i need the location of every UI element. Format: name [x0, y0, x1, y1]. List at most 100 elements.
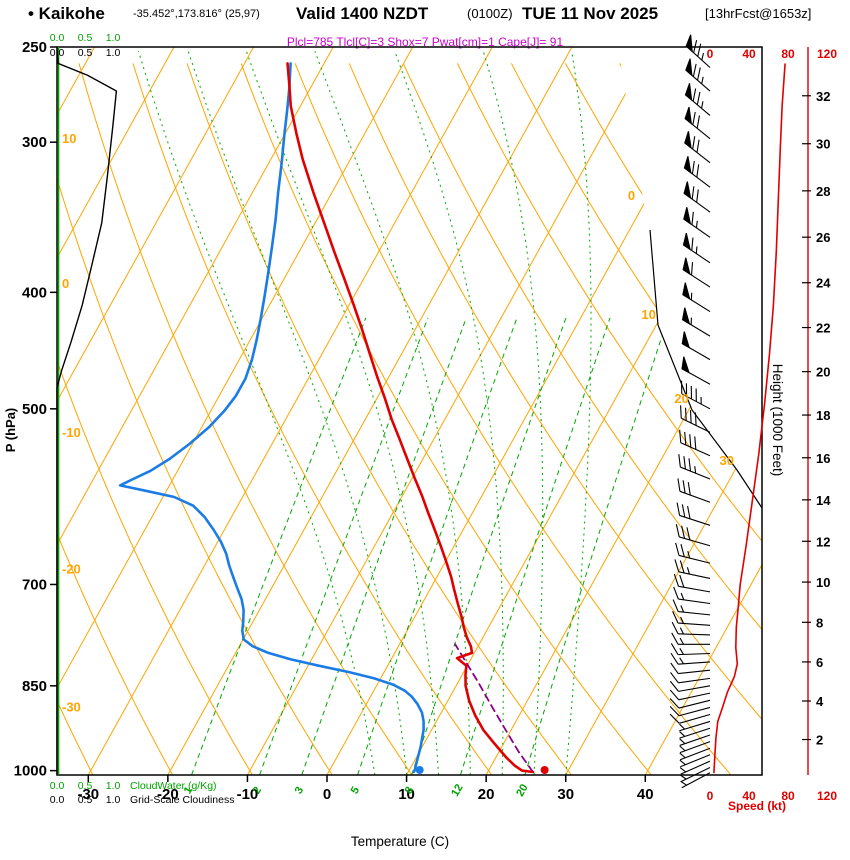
dry-adiabat-line: [132, 63, 493, 775]
adiabat-label-left: -30: [62, 700, 81, 715]
pressure-tick-label: 250: [22, 39, 47, 56]
mixing-ratio-line: [357, 317, 518, 775]
wind-barb-feather: [679, 574, 685, 588]
wind-barb-feather: [692, 111, 696, 125]
grid-boundary-line: [649, 229, 763, 509]
wind-barb-flag: [684, 131, 692, 150]
wind-barb-staff: [678, 669, 711, 675]
adiabat-label-left: 0: [62, 276, 69, 291]
mixing-ratio-label: 8: [403, 785, 416, 796]
wind-barb-feather: [670, 662, 679, 674]
valid-date-label: TUE 11 Nov 2025: [522, 4, 658, 23]
wind-barb-feather: [696, 189, 699, 203]
temperature-tick-label: 10: [398, 786, 415, 803]
wind-barb-feather: [676, 502, 681, 516]
moist-adiabat-line: [138, 51, 376, 775]
wind-barb-half-feather: [680, 780, 687, 786]
temperature-tick-label: 30: [557, 786, 574, 803]
speed-tick-label-top: 80: [781, 47, 795, 61]
wind-barbs: [669, 34, 711, 789]
pressure-tick-label: 500: [22, 401, 47, 418]
wind-barb-feather: [689, 410, 692, 424]
wind-barb-feather: [696, 115, 701, 129]
wind-barb-half-feather: [679, 627, 685, 635]
height-tick-label: 20: [816, 365, 830, 380]
wind-barb-feather: [686, 527, 691, 541]
wind-barb-half-feather: [679, 759, 686, 766]
valid-utc-label: (0100Z): [467, 6, 513, 21]
valid-time-label: Valid 1400 NZDT: [296, 4, 429, 23]
wind-barb-half-feather: [679, 738, 686, 745]
mixing-ratio-label: 2: [251, 785, 264, 796]
wind-barb-half-feather: [701, 53, 704, 61]
height-tick-label: 12: [816, 534, 830, 549]
dry-adiabat-line: [294, 63, 732, 775]
dewpoint-C-curve: [118, 62, 425, 774]
wind-barb-feather: [683, 456, 686, 470]
wind-barb-half-feather: [680, 616, 685, 624]
dry-adiabat-line: [57, 63, 174, 775]
wind-barb-staff: [678, 706, 711, 717]
wind-barb-half-feather: [680, 592, 685, 601]
wind-barb-feather: [681, 525, 686, 539]
wind-barb-flag: [683, 181, 692, 200]
isotherm-line: [57, 47, 175, 775]
wind-barb-flag: [684, 106, 693, 125]
wind-barb-feather: [679, 560, 685, 574]
wind-barb-feather: [679, 429, 682, 443]
wind-barb-half-feather: [686, 567, 690, 575]
wind-barb-half-feather: [680, 774, 687, 780]
height-tick-label: 4: [816, 694, 824, 709]
wind-barb-feather: [670, 672, 679, 684]
isotherm-line: [167, 47, 573, 775]
forecast-info-label: [13hrFcst@1653z]: [705, 6, 811, 21]
wind-barb-half-feather: [694, 466, 697, 474]
skewt-grid: [57, 47, 762, 775]
speed-tick-label-bottom: 120: [817, 789, 837, 803]
wind-barb-feather: [688, 458, 692, 472]
wind-barb-feather: [671, 632, 679, 645]
mixing-ratio-line: [301, 317, 467, 775]
wind-barb-flag: [684, 83, 693, 102]
wind-barb-feather: [670, 652, 679, 665]
dry-adiabat-line: [78, 63, 413, 775]
wind-barb-feather: [670, 643, 679, 655]
wind-barb-feather: [694, 412, 697, 426]
station-title: • Kaikohe: [28, 4, 105, 23]
wind-barb-feather: [672, 611, 679, 624]
wind-barb-staff: [679, 713, 711, 724]
wind-barb-feather: [692, 136, 696, 150]
wind-barb-half-feather: [679, 731, 686, 737]
cloudwater-scale-top: 0.5: [78, 32, 93, 44]
isotherm-line: [57, 47, 255, 775]
parcel-path-C-curve: [454, 643, 534, 773]
height-tick-label: 24: [816, 276, 831, 291]
dry-adiabat-line: [240, 63, 652, 775]
adiabat-label-left: -20: [62, 561, 81, 576]
wind-barb-feather: [697, 43, 702, 57]
wind-barb-feather: [678, 454, 681, 468]
moist-adiabat-line: [565, 51, 592, 775]
wind-barb-staff: [678, 677, 711, 684]
dry-adiabat-line: [57, 63, 253, 775]
station-coords: -35.452°,173.816° (25,97): [133, 8, 260, 20]
mixing-ratio-label: 3: [293, 785, 306, 796]
wind-barb-half-feather: [695, 220, 698, 228]
wind-barb-half-feather: [679, 767, 687, 773]
isotherm-line: [87, 47, 493, 775]
wind-barb-feather: [687, 505, 691, 519]
wind-barb-feather: [691, 262, 694, 276]
isotherm-line: [644, 47, 762, 775]
wind-barb-flag: [682, 257, 691, 276]
wind-barb-half-feather: [679, 637, 684, 645]
wind-barb-half-feather: [679, 745, 686, 752]
wind-barb-half-feather: [679, 657, 685, 665]
wind-barb-feather: [682, 480, 686, 494]
wind-barb-feather: [675, 524, 680, 538]
wind-barb-staff: [678, 692, 711, 701]
wind-barb-flag: [682, 282, 691, 301]
cloudiness-scale-top: 1.0: [106, 47, 121, 59]
isotherm-line: [57, 47, 414, 775]
cloudwater-scale-bottom: 0.5: [78, 780, 93, 792]
